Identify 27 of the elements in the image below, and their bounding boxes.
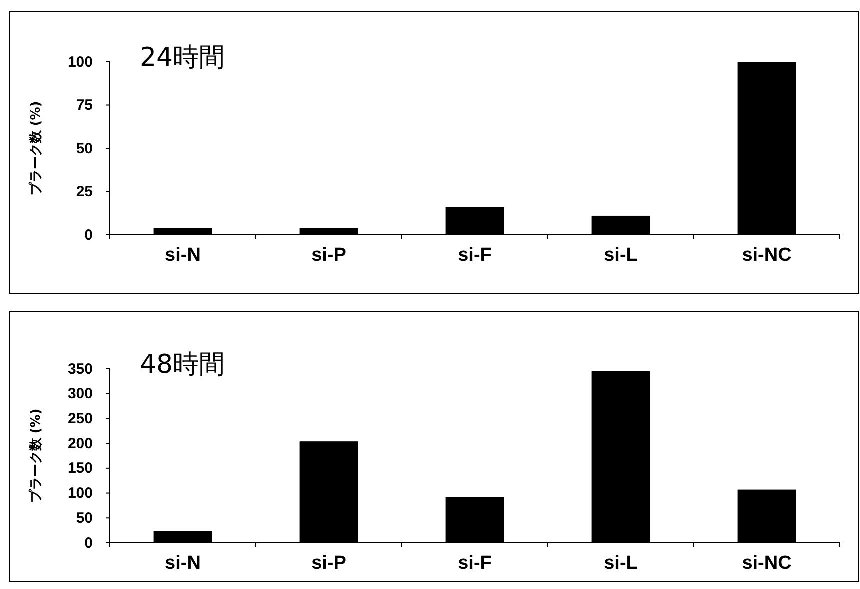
y-tick-label: 350 <box>68 360 93 378</box>
x-tick-label: si-L <box>604 245 638 266</box>
y-axis-title: プラーク数 (%) <box>28 101 44 196</box>
y-tick-label: 0 <box>84 534 93 552</box>
chart-title: 24時間 <box>140 43 226 73</box>
y-tick-label: 0 <box>84 226 93 244</box>
y-tick-label: 300 <box>68 386 93 403</box>
y-tick-label: 100 <box>68 54 93 71</box>
x-tick-label: si-N <box>165 553 201 574</box>
x-tick-label: si-P <box>312 245 347 266</box>
chart-title: 48時間 <box>140 350 226 380</box>
x-tick-label: si-NC <box>742 553 792 574</box>
x-tick-label: si-P <box>312 553 347 574</box>
y-tick-label: 25 <box>76 184 93 201</box>
y-tick-label: 150 <box>68 460 93 478</box>
x-tick-label: si-F <box>458 245 492 266</box>
y-tick-label: 100 <box>68 485 93 502</box>
y-tick-label: 250 <box>68 410 93 428</box>
x-tick-label: si-NC <box>742 245 792 266</box>
y-tick-label: 50 <box>76 140 93 158</box>
y-tick-label: 75 <box>76 97 93 114</box>
x-tick-label: si-N <box>165 245 201 266</box>
x-tick-label: si-L <box>604 553 638 574</box>
y-axis-title: プラーク数 (%) <box>28 408 44 504</box>
y-tick-label: 200 <box>68 435 93 452</box>
x-tick-label: si-F <box>458 553 492 574</box>
y-tick-label: 50 <box>76 510 93 527</box>
